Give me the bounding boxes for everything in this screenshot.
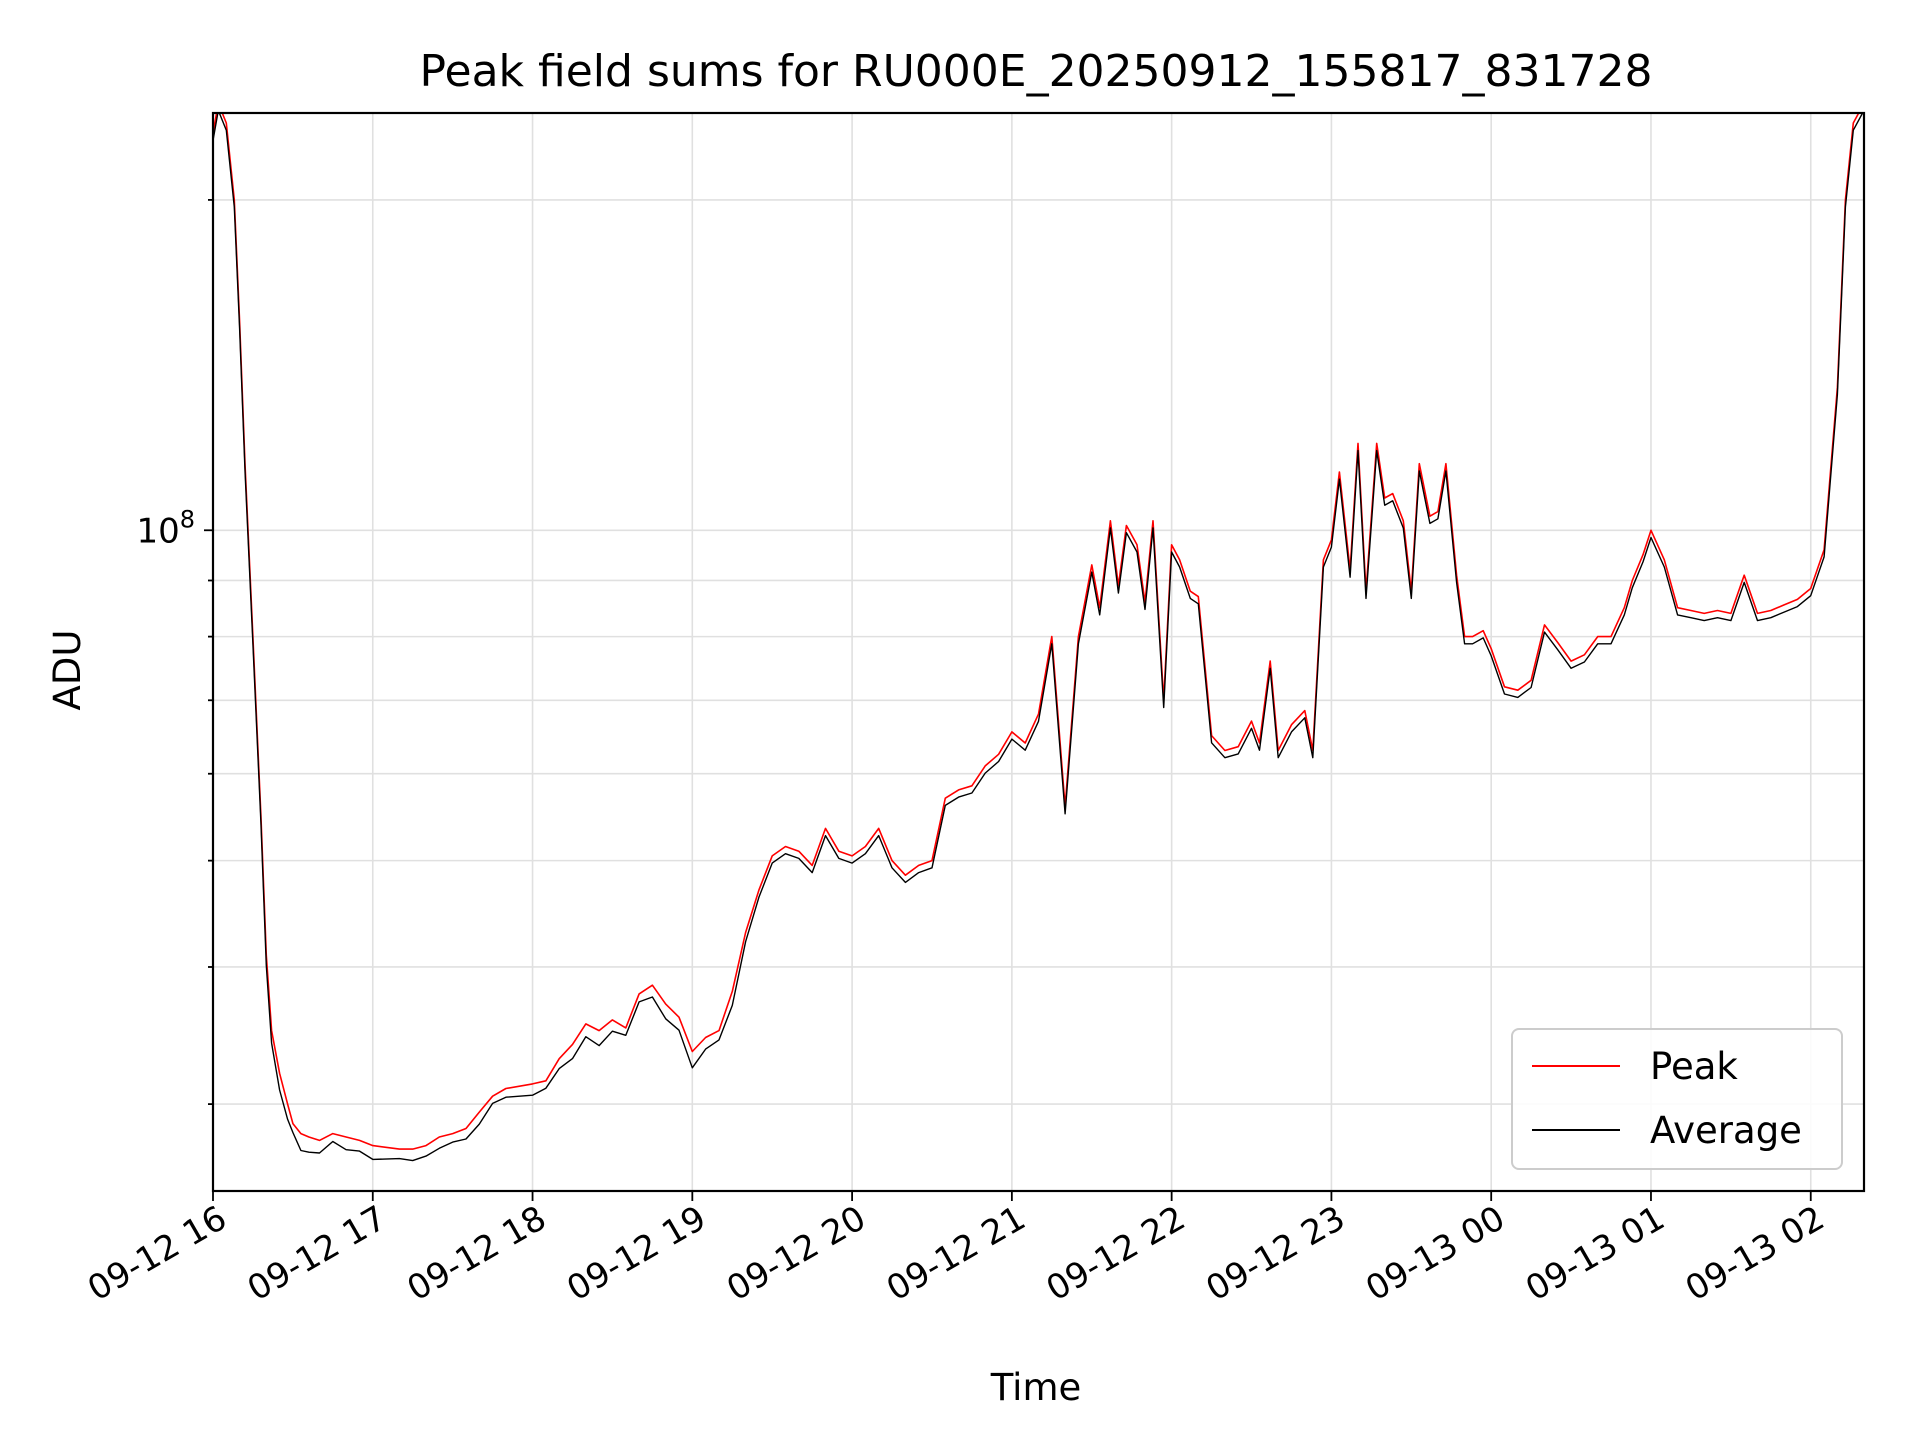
series-line-average (213, 113, 1864, 1162)
chart-title: Peak field sums for RU000E_20250912_1558… (420, 46, 1653, 97)
legend-peak-label: Peak (1650, 1045, 1738, 1088)
plot-frame (211, 111, 1866, 1193)
legend-average-label: Average (1650, 1109, 1802, 1152)
series-line-peak (213, 113, 1860, 1150)
y-axis-label: ADU (46, 630, 89, 711)
legend-box (1511, 1028, 1843, 1170)
x-axis-label: Time (990, 1366, 1082, 1409)
legend: Peak Average (1511, 1028, 1843, 1170)
plot-series (213, 113, 1864, 1162)
